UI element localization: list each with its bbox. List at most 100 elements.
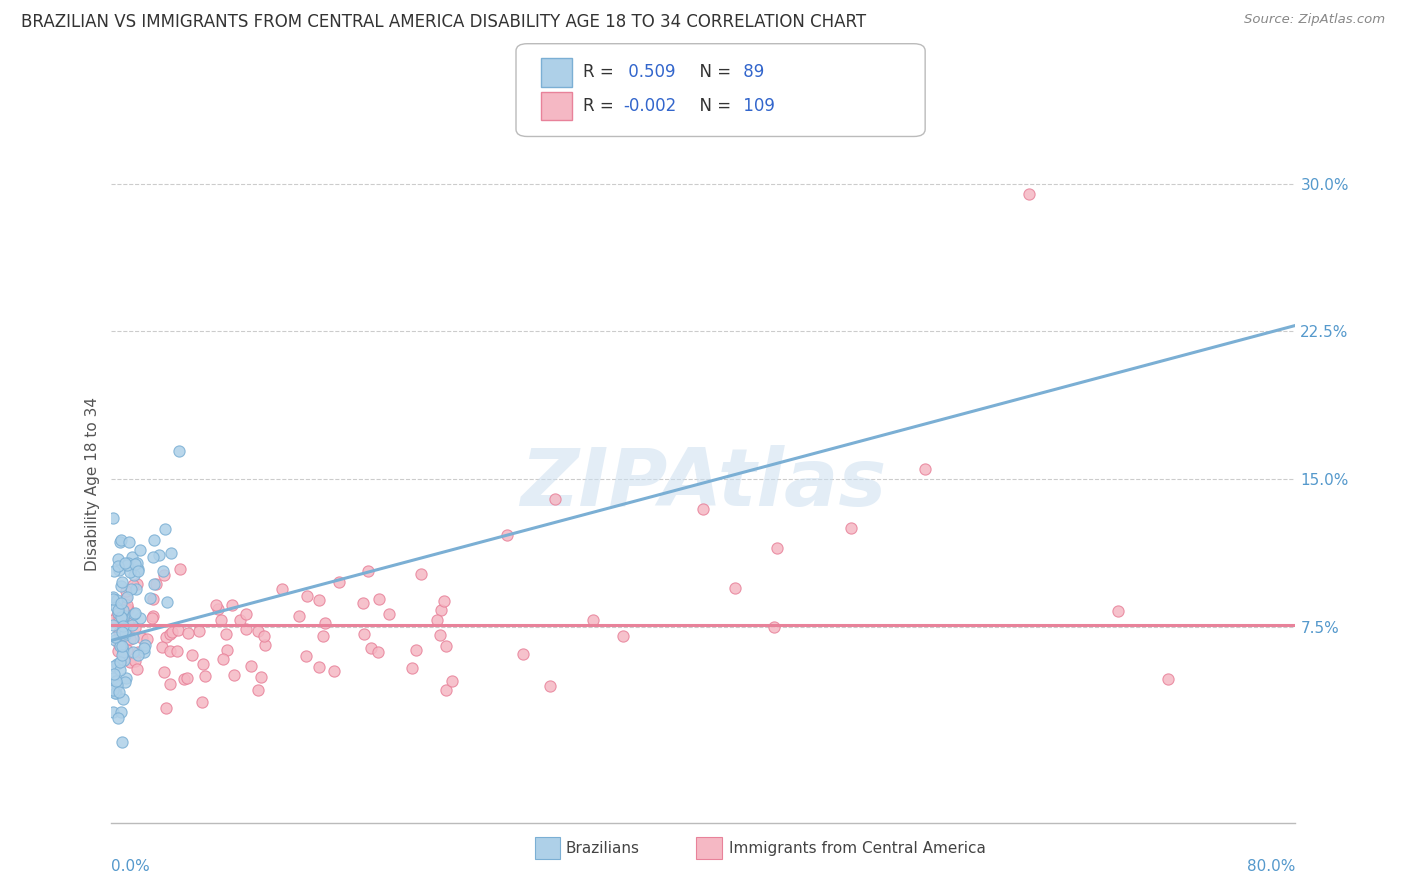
Point <box>1157 672 1180 686</box>
Point <box>141 611 163 625</box>
Point <box>108 563 131 577</box>
Point <box>108 631 131 645</box>
Point <box>112 608 135 623</box>
Point <box>120 565 142 579</box>
Point <box>235 622 257 636</box>
Point <box>117 616 139 631</box>
Point <box>254 638 277 652</box>
Point <box>247 682 270 697</box>
Point <box>156 595 179 609</box>
Point <box>434 640 457 654</box>
Point <box>122 607 145 622</box>
Point <box>105 657 128 672</box>
Point <box>114 674 136 689</box>
Point <box>110 533 132 548</box>
Point <box>314 615 336 630</box>
Point <box>114 671 136 685</box>
Point <box>440 673 463 688</box>
Point <box>229 613 252 627</box>
Point <box>110 615 132 629</box>
Point <box>155 630 177 644</box>
Point <box>111 645 134 659</box>
Text: -0.002: -0.002 <box>623 97 676 115</box>
Point <box>114 628 136 642</box>
Point <box>108 603 131 617</box>
Point <box>914 462 936 476</box>
Point <box>173 672 195 686</box>
Point <box>101 590 124 604</box>
Point <box>159 626 181 640</box>
Point <box>143 533 166 548</box>
Point <box>127 564 149 578</box>
Point <box>1107 604 1129 618</box>
Point <box>103 667 125 681</box>
Point <box>111 611 134 625</box>
Point <box>153 568 176 582</box>
Point <box>104 632 127 647</box>
Point <box>111 735 134 749</box>
Point <box>193 657 215 671</box>
Text: 109: 109 <box>738 97 775 115</box>
Point <box>131 631 153 645</box>
Point <box>239 659 262 673</box>
Point <box>124 622 146 636</box>
Point <box>127 662 149 676</box>
Point <box>103 564 125 578</box>
Point <box>112 643 135 657</box>
Point <box>222 668 245 682</box>
Point <box>212 652 235 666</box>
Point <box>107 552 129 566</box>
Point <box>612 629 634 643</box>
Text: 89: 89 <box>738 63 765 81</box>
Point <box>763 620 786 634</box>
Point <box>121 618 143 632</box>
Point <box>105 678 128 692</box>
Point <box>205 598 228 612</box>
Point <box>209 613 232 627</box>
Point <box>143 576 166 591</box>
Point <box>107 610 129 624</box>
Point <box>295 589 318 603</box>
Point <box>101 705 124 719</box>
Point <box>111 692 134 706</box>
Point <box>187 624 209 639</box>
Point <box>101 671 124 685</box>
Point <box>145 577 167 591</box>
Text: R =: R = <box>583 97 620 115</box>
Point <box>111 639 134 653</box>
Point <box>101 592 124 607</box>
Point <box>538 679 561 693</box>
Point <box>148 548 170 562</box>
Text: N =: N = <box>689 97 737 115</box>
Point <box>160 546 183 560</box>
Point <box>108 639 131 653</box>
Text: Brazilians: Brazilians <box>565 841 640 856</box>
Point <box>181 648 204 662</box>
Point <box>496 528 519 542</box>
Point <box>115 642 138 657</box>
Point <box>308 593 330 607</box>
Point <box>159 676 181 690</box>
Point <box>194 668 217 682</box>
Point <box>101 510 124 524</box>
Point <box>101 683 124 698</box>
Point <box>253 629 276 643</box>
Point <box>360 640 382 655</box>
Point <box>114 584 136 599</box>
Point <box>295 649 318 664</box>
Point <box>127 648 149 663</box>
Point <box>125 582 148 596</box>
Point <box>155 700 177 714</box>
Point <box>105 607 128 622</box>
Point <box>108 685 131 699</box>
Point <box>114 621 136 635</box>
Point <box>101 617 124 632</box>
Point <box>167 443 190 458</box>
Point <box>124 606 146 620</box>
Point <box>142 592 165 607</box>
Point <box>176 671 198 685</box>
Text: 0.509: 0.509 <box>623 63 675 81</box>
Point <box>235 607 257 621</box>
Point <box>122 568 145 582</box>
Text: BRAZILIAN VS IMMIGRANTS FROM CENTRAL AMERICA DISABILITY AGE 18 TO 34 CORRELATION: BRAZILIAN VS IMMIGRANTS FROM CENTRAL AME… <box>21 13 866 31</box>
